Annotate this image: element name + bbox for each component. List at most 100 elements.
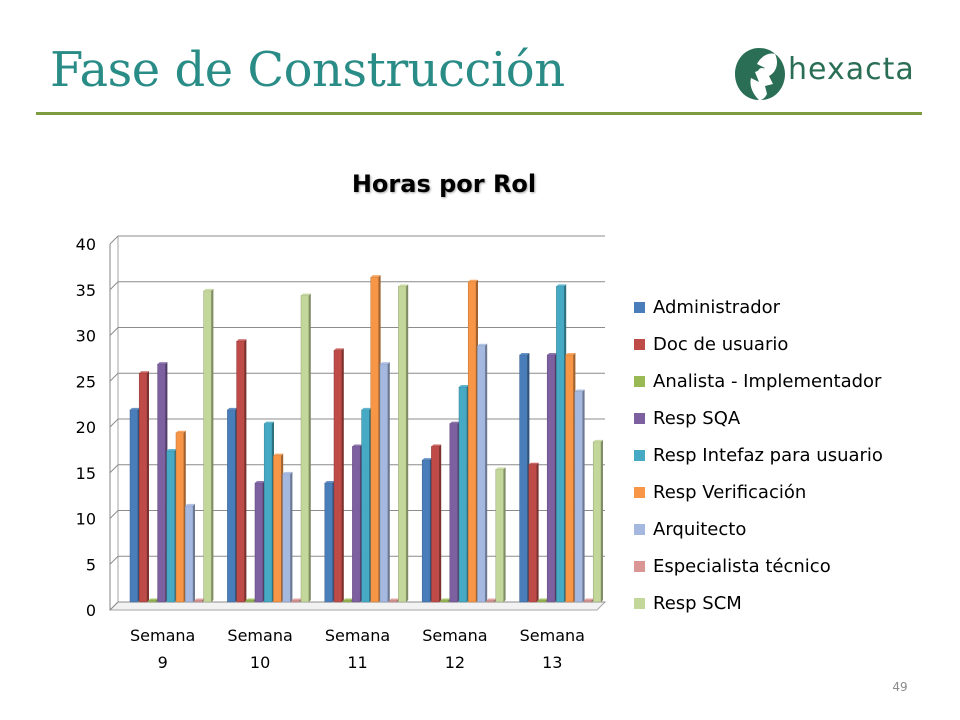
bar-front (324, 482, 333, 603)
bar-front (282, 473, 291, 603)
legend-swatch (634, 487, 645, 498)
bar-top (528, 462, 539, 465)
bar (342, 598, 353, 603)
bar-top (273, 453, 284, 456)
bar (495, 467, 506, 603)
chart-legend: Administrador Doc de usuario Analista - Im… (634, 289, 883, 622)
bar-front (592, 441, 602, 603)
bar-front (528, 464, 537, 603)
bar-front (388, 600, 398, 603)
legend-item: Especialista técnico (634, 548, 883, 585)
bar-top (282, 471, 293, 474)
bar (138, 371, 149, 603)
bar-front (565, 354, 574, 603)
bar-top (468, 279, 478, 282)
x-tick-label: 13 (542, 653, 562, 672)
bar-top (477, 343, 488, 346)
bar (477, 343, 488, 603)
x-tick-label: 10 (250, 653, 270, 672)
legend-item: Analista - Implementador (634, 363, 883, 400)
bar-front (440, 600, 449, 603)
bar (291, 598, 302, 603)
bar-top (157, 362, 168, 365)
legend-label: Doc de usuario (653, 334, 789, 355)
bar (519, 352, 530, 603)
bar (388, 598, 399, 603)
bar-front (361, 409, 370, 603)
x-tick-label: Semana (130, 626, 195, 645)
bar-top (495, 467, 506, 470)
bar-top (574, 389, 585, 392)
bar-side (147, 371, 149, 602)
y-tick-label: 30 (76, 327, 96, 346)
bar (245, 598, 256, 603)
bar-top (343, 598, 353, 601)
bar-side (211, 288, 214, 602)
y-tick-label: 20 (76, 418, 96, 437)
y-tick-label: 10 (76, 510, 96, 529)
legend-swatch (634, 339, 645, 350)
bar-front (254, 482, 264, 603)
bar-front (379, 363, 389, 603)
bar-front (352, 446, 361, 603)
bar-front (227, 409, 236, 603)
bar-side (485, 343, 488, 602)
x-tick-label: Semana (422, 626, 487, 645)
bar-top (519, 352, 530, 355)
y-tick-label: 35 (76, 281, 96, 300)
bar-front (184, 505, 194, 603)
bar (300, 293, 311, 603)
legend-swatch (634, 376, 645, 387)
bar-front (263, 423, 273, 603)
bar-top (361, 407, 372, 410)
legend-item: Resp SQA (634, 400, 883, 437)
legend-item: Administrador (634, 289, 883, 326)
bar-top (264, 421, 274, 424)
bar-side (387, 362, 390, 602)
bar-front (449, 423, 458, 603)
bar (528, 462, 539, 603)
bar-top (593, 439, 603, 442)
bar (546, 352, 557, 603)
legend-label: Arquitecto (653, 519, 747, 540)
slide-title: Fase de Construcción (50, 42, 565, 98)
bar (440, 598, 451, 603)
legend-label: Resp Intefaz para usuario (653, 445, 883, 466)
x-tick-label: 9 (158, 653, 168, 672)
bar (236, 339, 247, 603)
bar-top (389, 598, 399, 601)
bar-front (129, 409, 139, 603)
bar-top (301, 293, 311, 296)
bar-front (194, 600, 203, 603)
hexacta-logo-icon (735, 48, 785, 100)
bar-top (203, 288, 214, 291)
bar-front (421, 459, 431, 603)
bar-top (324, 481, 335, 484)
legend-label: Especialista técnico (653, 556, 831, 577)
bar-top (449, 421, 460, 424)
bar-front (175, 432, 185, 603)
legend-item: Resp Verificación (634, 474, 883, 511)
bar (352, 444, 363, 603)
gridline-side (109, 235, 119, 245)
bar-front (519, 354, 528, 603)
bar-side (582, 389, 585, 602)
bar-front (166, 450, 175, 603)
chart-floor (108, 601, 607, 611)
legend-item: Resp SCM (634, 585, 883, 622)
y-tick-label: 40 (76, 235, 96, 254)
x-tick-label: Semana (520, 626, 585, 645)
bar-front (291, 600, 300, 603)
bar (486, 598, 497, 603)
legend-item: Arquitecto (634, 511, 883, 548)
bar-front (138, 373, 148, 603)
y-tick-label: 5 (86, 555, 96, 574)
bar-front (458, 386, 468, 603)
bar (324, 481, 335, 603)
bar-top (352, 444, 363, 447)
bar-top (431, 444, 442, 447)
bar-front (477, 345, 486, 603)
bar-top (227, 407, 238, 410)
bar-front (370, 276, 379, 603)
